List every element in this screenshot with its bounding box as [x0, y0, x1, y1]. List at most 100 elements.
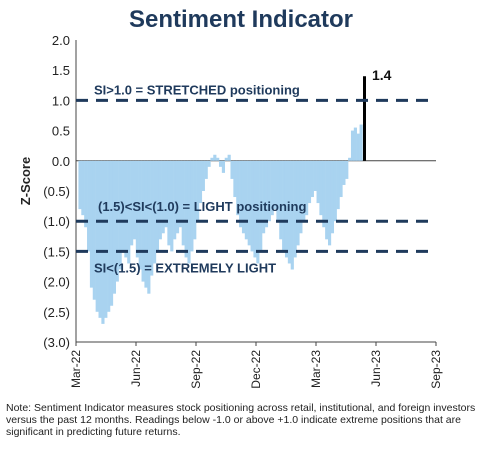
bar	[121, 160, 125, 252]
bar	[155, 160, 160, 252]
bar	[118, 160, 122, 270]
y-tick-label: (1.5)	[43, 244, 70, 259]
bar	[224, 157, 228, 161]
axes-group: 2.0 1.5 1.0 0.5 0.0 (0.5) (1.0) (1.5) (2.0) (2.5)…	[18, 33, 443, 389]
bar	[233, 160, 237, 198]
bar	[270, 160, 274, 216]
bar	[250, 160, 254, 252]
bar	[101, 160, 105, 324]
bar	[350, 130, 355, 161]
y-axis-title: Z-Score	[18, 157, 33, 205]
bar	[216, 157, 220, 161]
bar	[210, 157, 214, 161]
bar	[170, 160, 174, 252]
bar	[322, 160, 326, 228]
bar	[359, 124, 363, 161]
bar	[356, 133, 360, 161]
bar	[196, 160, 200, 222]
y-tick-label: (0.5)	[43, 184, 70, 199]
bar	[264, 160, 269, 228]
y-tick-label: 1.5	[52, 63, 70, 78]
bar	[144, 160, 148, 288]
bar	[325, 160, 329, 240]
bar	[353, 127, 357, 161]
reference-lines-group	[76, 98, 436, 253]
bar	[181, 160, 185, 246]
latest-bar	[363, 76, 366, 161]
bar	[207, 160, 211, 167]
latest-value-label: 1.4	[372, 67, 392, 83]
bar	[147, 160, 151, 294]
bar	[218, 160, 223, 167]
bar	[158, 160, 162, 240]
y-tick-label: (3.0)	[43, 335, 70, 350]
bar	[310, 160, 314, 198]
bar	[253, 160, 257, 258]
bar	[284, 160, 289, 258]
bar	[230, 160, 234, 179]
x-tick-label: Jun-23	[369, 350, 383, 387]
bar	[204, 160, 208, 179]
bar	[221, 160, 226, 173]
bar	[198, 160, 203, 204]
bar	[267, 160, 271, 222]
bar	[307, 160, 312, 204]
bar	[193, 160, 197, 240]
bar	[319, 160, 323, 216]
bar	[213, 154, 217, 161]
bar	[153, 160, 157, 264]
bars-group	[78, 76, 366, 324]
bar	[282, 160, 286, 252]
annotation-label: SI>1.0 = STRETCHED positioning	[94, 82, 300, 97]
bar	[124, 160, 128, 258]
y-tick-label: 2.0	[52, 33, 70, 48]
bar	[95, 160, 99, 312]
bar	[342, 160, 346, 185]
y-tick-label: 1.0	[52, 93, 70, 108]
y-tick-label: 0.0	[52, 154, 70, 169]
chart-note: Note: Sentiment Indicator measures stock…	[6, 402, 476, 438]
bar	[227, 154, 231, 161]
x-tick-label: Sep-23	[429, 350, 443, 389]
bar	[130, 160, 134, 246]
bar	[107, 160, 111, 312]
bar	[87, 160, 91, 252]
bar	[279, 160, 283, 240]
chart-title: Sentiment Indicator	[128, 6, 354, 33]
bar	[173, 160, 177, 240]
bar	[167, 160, 171, 246]
bar	[201, 160, 205, 191]
y-tick-label: (1.0)	[43, 214, 70, 229]
sentiment-chart: 2.0 1.5 1.0 0.5 0.0 (0.5) (1.0) (1.5) (2.0) (2.5)…	[18, 33, 443, 389]
bar	[187, 160, 191, 264]
bar	[138, 160, 142, 270]
bar	[299, 160, 303, 234]
bar	[313, 160, 317, 191]
bar	[345, 160, 349, 179]
bar	[262, 160, 266, 234]
bar	[256, 160, 260, 264]
annotation-label: SI<(1.5) = EXTREMELY LIGHT	[94, 260, 276, 275]
labels-group: 1.4 SI>1.0 = STRETCHED positioning (1.5)<S…	[94, 67, 392, 275]
bar	[236, 160, 240, 216]
bar	[132, 160, 137, 240]
bar	[98, 160, 102, 318]
bar	[239, 160, 243, 228]
bar	[184, 160, 188, 258]
bar	[302, 160, 306, 222]
bar	[150, 160, 154, 276]
bar	[164, 160, 168, 228]
bar	[104, 160, 108, 318]
bar	[127, 160, 131, 264]
bar	[92, 160, 96, 300]
bar	[135, 160, 139, 258]
x-tick-label: Jun-22	[129, 350, 143, 387]
y-tick-label: (2.0)	[43, 275, 70, 290]
bar	[161, 160, 165, 234]
bar	[175, 160, 180, 234]
bar	[348, 157, 352, 161]
bar	[273, 160, 277, 210]
bar	[330, 160, 335, 234]
bar	[327, 160, 332, 246]
